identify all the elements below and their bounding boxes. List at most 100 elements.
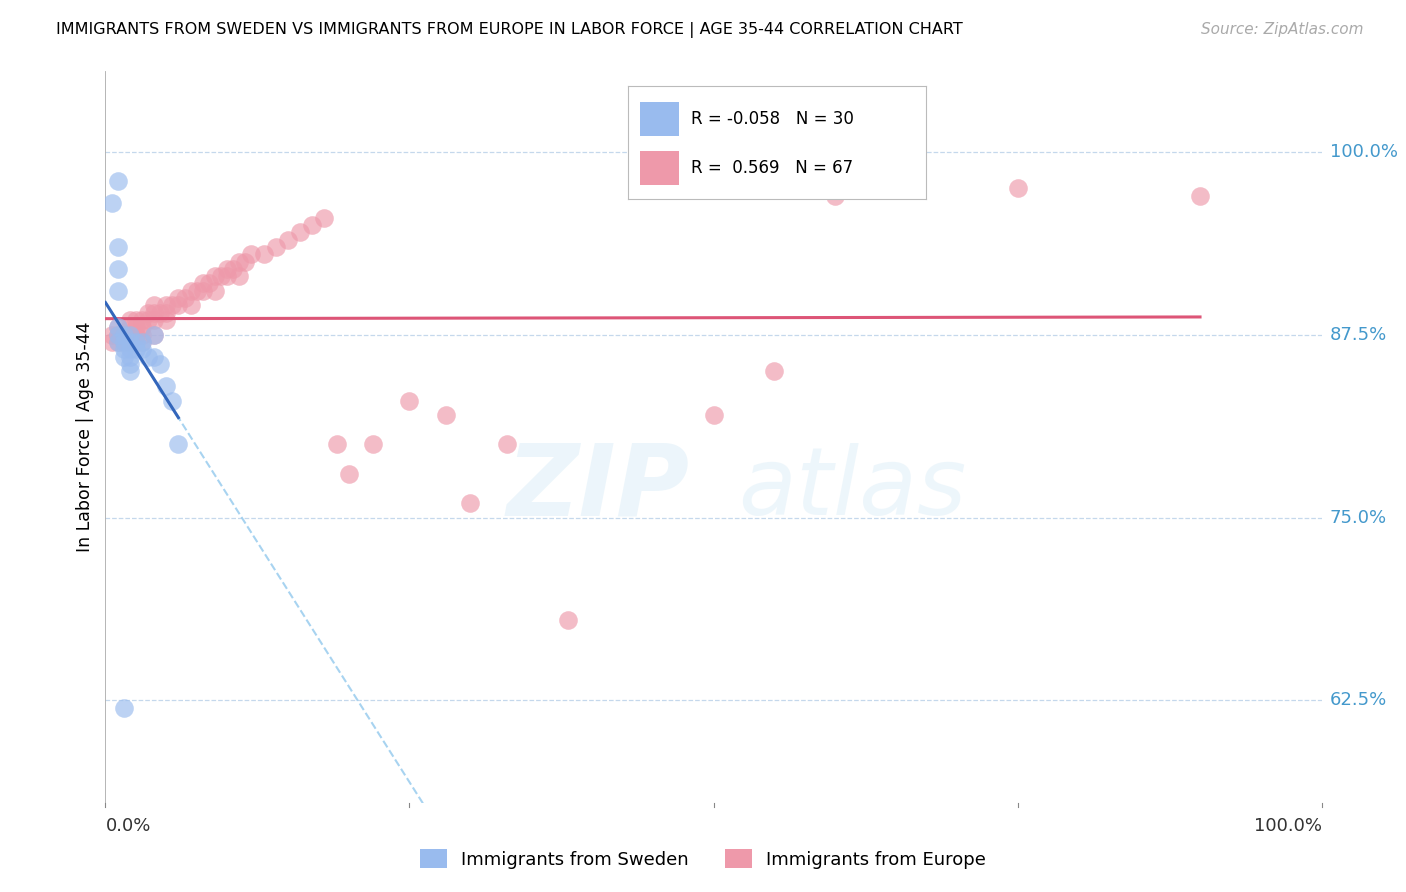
Point: [180, 298, 202, 312]
Point: [118, 334, 141, 349]
Point: [1007, 181, 1029, 195]
Point: [112, 334, 135, 349]
Point: [125, 327, 148, 342]
Point: [325, 437, 347, 451]
Point: [118, 364, 141, 378]
Point: [100, 334, 122, 349]
Point: [228, 269, 250, 284]
Point: [167, 291, 190, 305]
Point: [131, 320, 153, 334]
Point: [143, 327, 166, 342]
Point: [125, 343, 148, 357]
Point: [136, 350, 159, 364]
Point: [155, 313, 177, 327]
Text: Source: ZipAtlas.com: Source: ZipAtlas.com: [1201, 22, 1364, 37]
Point: [107, 334, 129, 349]
Point: [198, 277, 221, 291]
Point: [252, 247, 274, 261]
Point: [107, 284, 129, 298]
Point: [112, 334, 135, 349]
Legend: Immigrants from Sweden, Immigrants from Europe: Immigrants from Sweden, Immigrants from …: [412, 842, 994, 876]
Point: [162, 298, 184, 312]
Point: [125, 334, 148, 349]
Point: [112, 700, 135, 714]
Text: 100.0%: 100.0%: [1254, 817, 1322, 835]
Point: [495, 437, 517, 451]
Point: [288, 225, 311, 239]
Text: atlas: atlas: [738, 442, 966, 533]
Point: [337, 467, 360, 481]
Point: [204, 284, 226, 298]
Point: [222, 261, 245, 276]
Point: [118, 327, 141, 342]
Point: [107, 261, 129, 276]
Point: [131, 334, 153, 349]
Point: [107, 174, 129, 188]
Point: [136, 313, 159, 327]
Point: [314, 211, 336, 225]
Point: [107, 320, 129, 334]
Point: [131, 313, 153, 327]
Point: [131, 334, 153, 349]
Point: [155, 306, 177, 320]
Point: [100, 196, 122, 211]
Point: [217, 261, 239, 276]
Point: [1189, 188, 1212, 202]
Point: [143, 313, 166, 327]
Point: [131, 327, 153, 342]
Point: [107, 327, 129, 342]
Text: ZIP: ZIP: [506, 440, 689, 537]
Point: [118, 350, 141, 364]
Point: [112, 350, 135, 364]
Point: [155, 379, 177, 393]
Point: [118, 320, 141, 334]
Point: [107, 240, 129, 254]
Point: [361, 437, 384, 451]
Text: IMMIGRANTS FROM SWEDEN VS IMMIGRANTS FROM EUROPE IN LABOR FORCE | AGE 35-44 CORR: IMMIGRANTS FROM SWEDEN VS IMMIGRANTS FRO…: [56, 22, 963, 38]
Point: [112, 343, 135, 357]
Point: [167, 437, 190, 451]
Point: [155, 298, 177, 312]
Point: [143, 306, 166, 320]
Point: [180, 284, 202, 298]
Text: 0.0%: 0.0%: [105, 817, 150, 835]
Point: [557, 613, 579, 627]
Point: [118, 357, 141, 371]
Point: [149, 357, 172, 371]
Point: [204, 269, 226, 284]
Point: [167, 298, 190, 312]
Point: [173, 291, 195, 305]
Point: [112, 327, 135, 342]
Point: [107, 334, 129, 349]
Point: [763, 364, 786, 378]
Point: [277, 233, 299, 247]
Point: [264, 240, 287, 254]
Point: [118, 327, 141, 342]
Point: [458, 496, 481, 510]
Point: [434, 408, 457, 422]
Text: 75.0%: 75.0%: [1330, 508, 1388, 526]
Point: [118, 334, 141, 349]
Point: [143, 327, 166, 342]
Point: [125, 313, 148, 327]
Point: [131, 343, 153, 357]
Point: [107, 327, 129, 342]
Point: [209, 269, 232, 284]
Point: [136, 306, 159, 320]
Point: [186, 284, 208, 298]
Point: [217, 269, 239, 284]
Text: 100.0%: 100.0%: [1330, 143, 1398, 161]
Point: [149, 306, 172, 320]
Point: [233, 254, 256, 268]
Point: [125, 320, 148, 334]
Point: [702, 408, 725, 422]
Point: [112, 327, 135, 342]
Point: [191, 277, 214, 291]
Point: [398, 393, 420, 408]
Point: [100, 327, 122, 342]
Text: 87.5%: 87.5%: [1330, 326, 1388, 343]
Y-axis label: In Labor Force | Age 35-44: In Labor Force | Age 35-44: [76, 322, 94, 552]
Point: [240, 247, 263, 261]
Text: 62.5%: 62.5%: [1330, 691, 1388, 709]
Point: [143, 350, 166, 364]
